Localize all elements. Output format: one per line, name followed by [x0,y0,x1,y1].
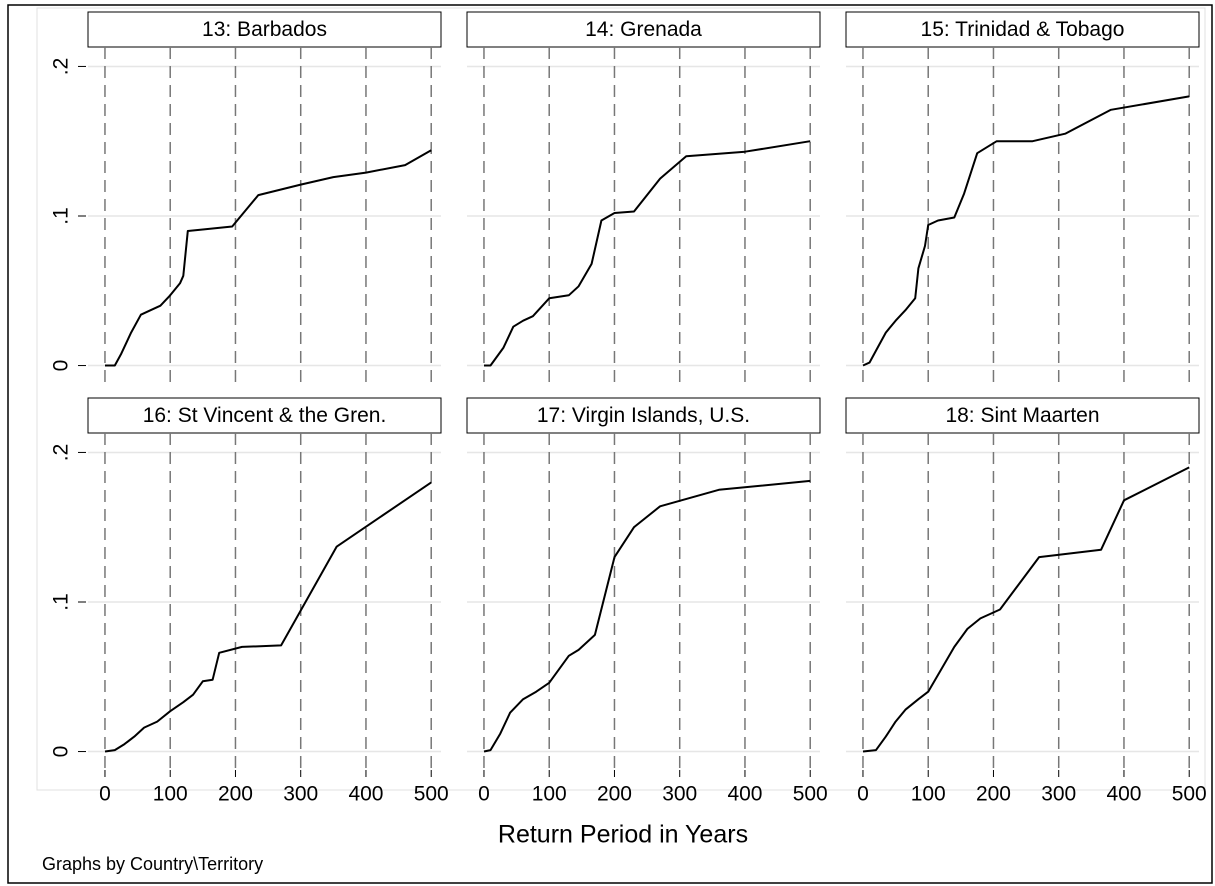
line [105,149,432,367]
panel-header [87,397,442,434]
line [484,140,811,367]
y-tick-label: .2 [50,58,73,76]
x-tick-label: 100 [532,783,567,806]
outer-frame [7,4,1213,884]
y-tick-label: 0 [50,746,73,758]
y-tick-label: 0 [50,360,73,372]
panel-title: 16: St Vincent & the Gren. [143,404,387,427]
x-tick-label: 300 [662,783,697,806]
panel-title: 14: Grenada [585,18,702,41]
x-axis-label: Return Period in Years [498,821,748,849]
panel-header [845,397,1200,434]
line [862,95,1190,367]
x-tick-label: 0 [857,783,869,806]
y-tick-label: .1 [50,207,73,225]
x-tick-label: 0 [478,783,490,806]
x-tick-label: 200 [218,783,253,806]
x-tick-label: 100 [153,783,188,806]
line [862,466,1190,753]
x-tick-label: 400 [1106,783,1141,806]
panel-title: 18: Sint Maarten [945,404,1099,427]
line [483,479,811,753]
line [104,481,432,753]
panel-title: 17: Virgin Islands, U.S. [537,404,750,427]
x-tick-label: 200 [597,783,632,806]
y-tick-label: .2 [50,444,73,462]
panel-title: 15: Trinidad & Tobago [921,18,1125,41]
x-tick-label: 200 [976,783,1011,806]
x-tick-label: 0 [99,783,111,806]
note: Graphs by Country\Territory [42,854,263,874]
panel-header [466,397,821,434]
panel-title: 13: Barbados [202,18,327,41]
x-tick-label: 300 [283,783,318,806]
x-tick-label: 500 [414,783,449,806]
panel-header [466,11,821,48]
x-tick-label: 500 [793,783,828,806]
panel-header [845,11,1200,48]
x-tick-label: 300 [1041,783,1076,806]
x-tick-label: 400 [727,783,762,806]
x-tick-label: 500 [1172,783,1207,806]
panel-header [87,11,442,48]
x-tick-label: 400 [348,783,383,806]
y-tick-label: .1 [50,593,73,611]
inner-frame [36,7,1206,791]
x-tick-label: 100 [911,783,946,806]
